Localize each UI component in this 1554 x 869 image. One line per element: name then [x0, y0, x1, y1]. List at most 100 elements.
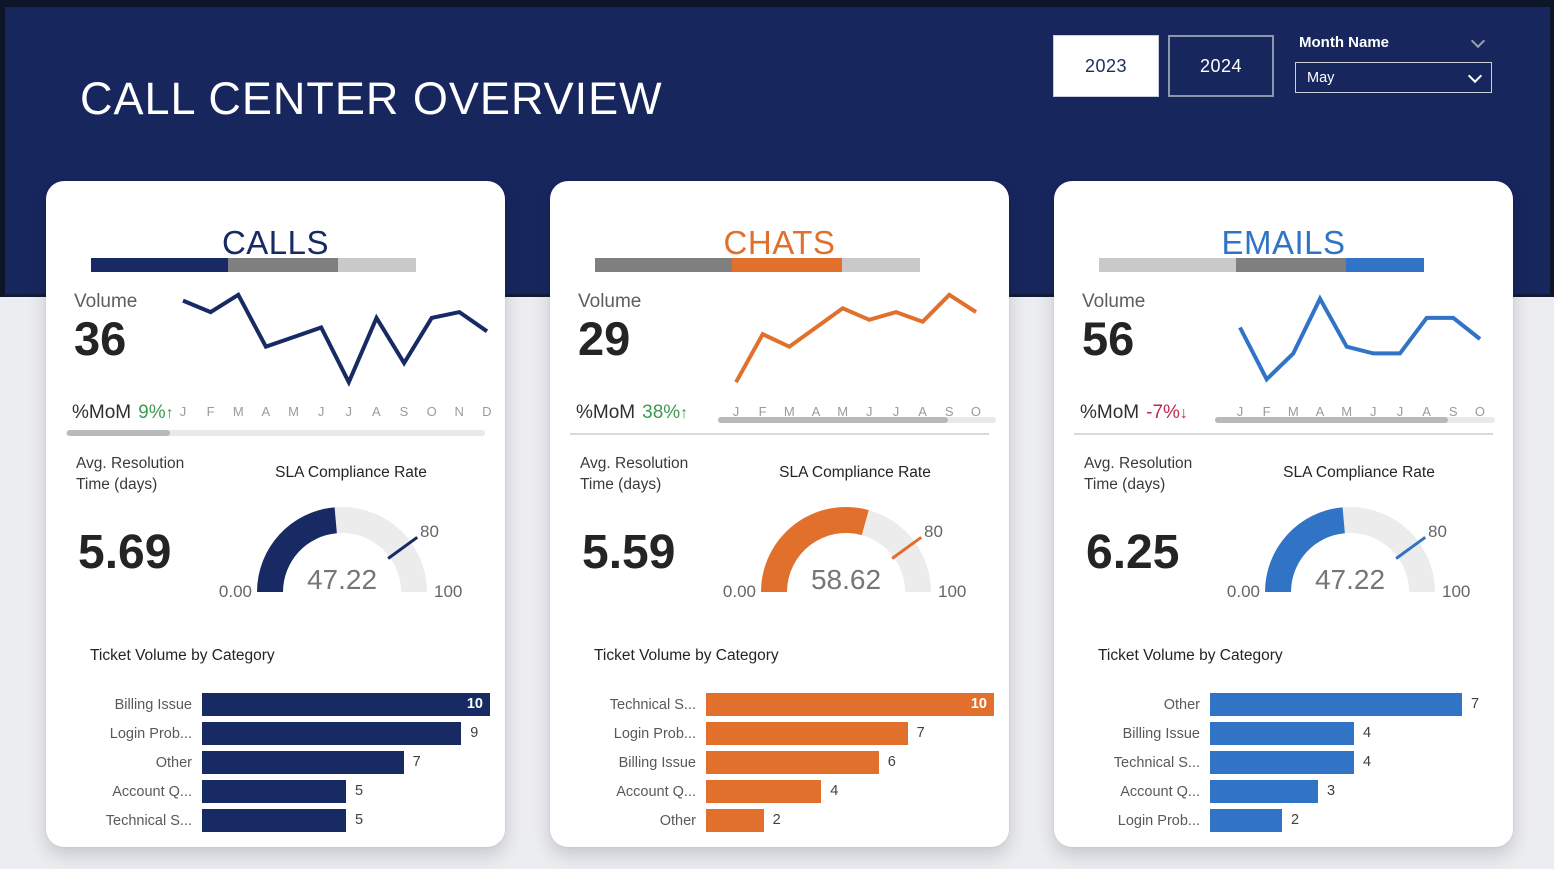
bar-track: 4: [1210, 722, 1498, 745]
bar-row[interactable]: Billing Issue 10: [70, 693, 490, 716]
bar-fill[interactable]: [202, 722, 462, 745]
bar-fill[interactable]: [1210, 780, 1318, 803]
bar-category-label: Account Q...: [1120, 783, 1200, 800]
gauge-max-label: 100: [434, 582, 462, 601]
gauge-min-label: 0.00: [723, 582, 756, 601]
sparkline-scrollbar-thumb[interactable]: [1215, 417, 1448, 423]
bar-track: 5: [202, 809, 490, 832]
card-title: CALLS: [221, 224, 330, 262]
month-tick-label: O: [1474, 404, 1485, 419]
bar-fill[interactable]: [1210, 722, 1354, 745]
bar-category-label: Login Prob...: [109, 725, 192, 742]
bar-fill[interactable]: [202, 751, 404, 774]
month-tick-label: A: [811, 404, 821, 419]
bar-row[interactable]: Other 2: [574, 809, 994, 832]
sparkline-scrollbar-thumb[interactable]: [718, 417, 948, 423]
volume-sparkline-chart[interactable]: [728, 281, 984, 399]
bar-fill[interactable]: [706, 809, 764, 832]
volume-sparkline-chart[interactable]: [1232, 281, 1488, 399]
year-button-2023[interactable]: 2023: [1053, 35, 1159, 97]
bar-row[interactable]: Other 7: [1078, 693, 1498, 716]
volume-value: 29: [578, 312, 631, 365]
bar-track: 4: [706, 780, 994, 803]
month-tick-label: O: [426, 404, 437, 419]
month-tick-label: J: [866, 404, 873, 419]
sla-compliance-gauge[interactable]: 0.00 100 80 47.22: [206, 484, 496, 609]
volume-value: 36: [74, 312, 127, 365]
month-tick-label: J: [732, 404, 740, 419]
bar-category-label: Billing Issue: [114, 696, 192, 713]
gauge-value: 58.62: [811, 564, 881, 595]
bar-category-label: Login Prob...: [613, 725, 696, 742]
bar-value-label: 7: [1471, 696, 1480, 712]
slicer-collapse-chevron-icon[interactable]: [1470, 33, 1486, 49]
bar-fill[interactable]: [706, 722, 908, 745]
channel-card-emails: EMAILS Volume 56 J F M A M J J A S O %MoM -7%↓ Avg…: [1054, 181, 1513, 847]
gauge-target-label: 80: [420, 522, 439, 541]
volume-value: 56: [1082, 312, 1135, 365]
bar-row[interactable]: Other 7: [70, 751, 490, 774]
bar-row[interactable]: Account Q... 5: [70, 780, 490, 803]
bar-row[interactable]: Technical S... 4: [1078, 751, 1498, 774]
bar-fill[interactable]: [706, 780, 822, 803]
gauge-value: 47.22: [307, 564, 377, 595]
sparkline-scrollbar-track[interactable]: [66, 430, 485, 436]
bar-row[interactable]: Billing Issue 6: [574, 751, 994, 774]
bar-row[interactable]: Technical S... 5: [70, 809, 490, 832]
month-tick-label: J: [179, 404, 187, 419]
bar-row[interactable]: Technical S... 10: [574, 693, 994, 716]
month-tick-label: A: [918, 404, 927, 419]
bar-row[interactable]: Login Prob... 9: [70, 722, 490, 745]
bar-fill[interactable]: [202, 780, 346, 803]
bar-fill[interactable]: [1210, 751, 1354, 774]
gauge-target-label: 80: [924, 522, 943, 541]
bar-category-label: Other: [659, 812, 696, 829]
share-segment: [91, 258, 228, 272]
gauge-max-label: 100: [938, 582, 966, 601]
bar-row[interactable]: Login Prob... 2: [1078, 809, 1498, 832]
volume-label: Volume: [74, 291, 138, 312]
mom-kpi: %MoM 9%↑: [72, 402, 174, 424]
category-chart-title: Ticket Volume by Category: [1098, 647, 1283, 664]
bar-fill[interactable]: [202, 693, 490, 716]
bar-track: 10: [706, 693, 994, 716]
year-button-2024[interactable]: 2024: [1168, 35, 1274, 97]
category-bar-chart: Billing Issue 10 Login Prob... 9 Other 7 Accou…: [70, 693, 490, 838]
bar-track: 3: [1210, 780, 1498, 803]
bar-value-label: 2: [772, 812, 781, 828]
month-tick-label: M: [837, 404, 849, 419]
bar-value-label: 10: [466, 696, 483, 712]
sla-compliance-gauge[interactable]: 0.00 100 80 58.62: [710, 484, 1000, 609]
bar-category-label: Billing Issue: [1122, 725, 1200, 742]
bar-track: 7: [1210, 693, 1498, 716]
bar-fill[interactable]: [1210, 693, 1462, 716]
card-title: EMAILS: [1221, 224, 1346, 262]
month-slicer-title: Month Name: [1299, 34, 1389, 51]
avg-resolution-value: 6.25: [1086, 526, 1180, 579]
sla-compliance-gauge[interactable]: 0.00 100 80 47.22: [1214, 484, 1504, 609]
bar-fill[interactable]: [1210, 809, 1282, 832]
month-dropdown[interactable]: May: [1295, 62, 1492, 93]
mom-label: %MoM: [576, 402, 636, 423]
sparkline-scrollbar-thumb[interactable]: [67, 430, 170, 436]
mom-trend-arrow-icon: ↓: [1179, 405, 1188, 422]
bar-track: 4: [1210, 751, 1498, 774]
bar-track: 2: [706, 809, 994, 832]
month-tick-label: S: [944, 404, 954, 419]
avg-resolution-value: 5.59: [582, 526, 676, 579]
channel-share-bar: [1099, 258, 1424, 272]
chevron-down-icon: [1467, 68, 1483, 83]
mom-value: 38%: [642, 402, 681, 423]
bar-fill[interactable]: [202, 809, 346, 832]
bar-row[interactable]: Account Q... 3: [1078, 780, 1498, 803]
bar-fill[interactable]: [706, 693, 994, 716]
bar-row[interactable]: Account Q... 4: [574, 780, 994, 803]
divider: [1074, 433, 1493, 435]
mom-trend-arrow-icon: ↑: [165, 405, 174, 422]
bar-fill[interactable]: [706, 751, 879, 774]
bar-row[interactable]: Billing Issue 4: [1078, 722, 1498, 745]
volume-sparkline-chart[interactable]: [175, 281, 495, 399]
bar-row[interactable]: Login Prob... 7: [574, 722, 994, 745]
